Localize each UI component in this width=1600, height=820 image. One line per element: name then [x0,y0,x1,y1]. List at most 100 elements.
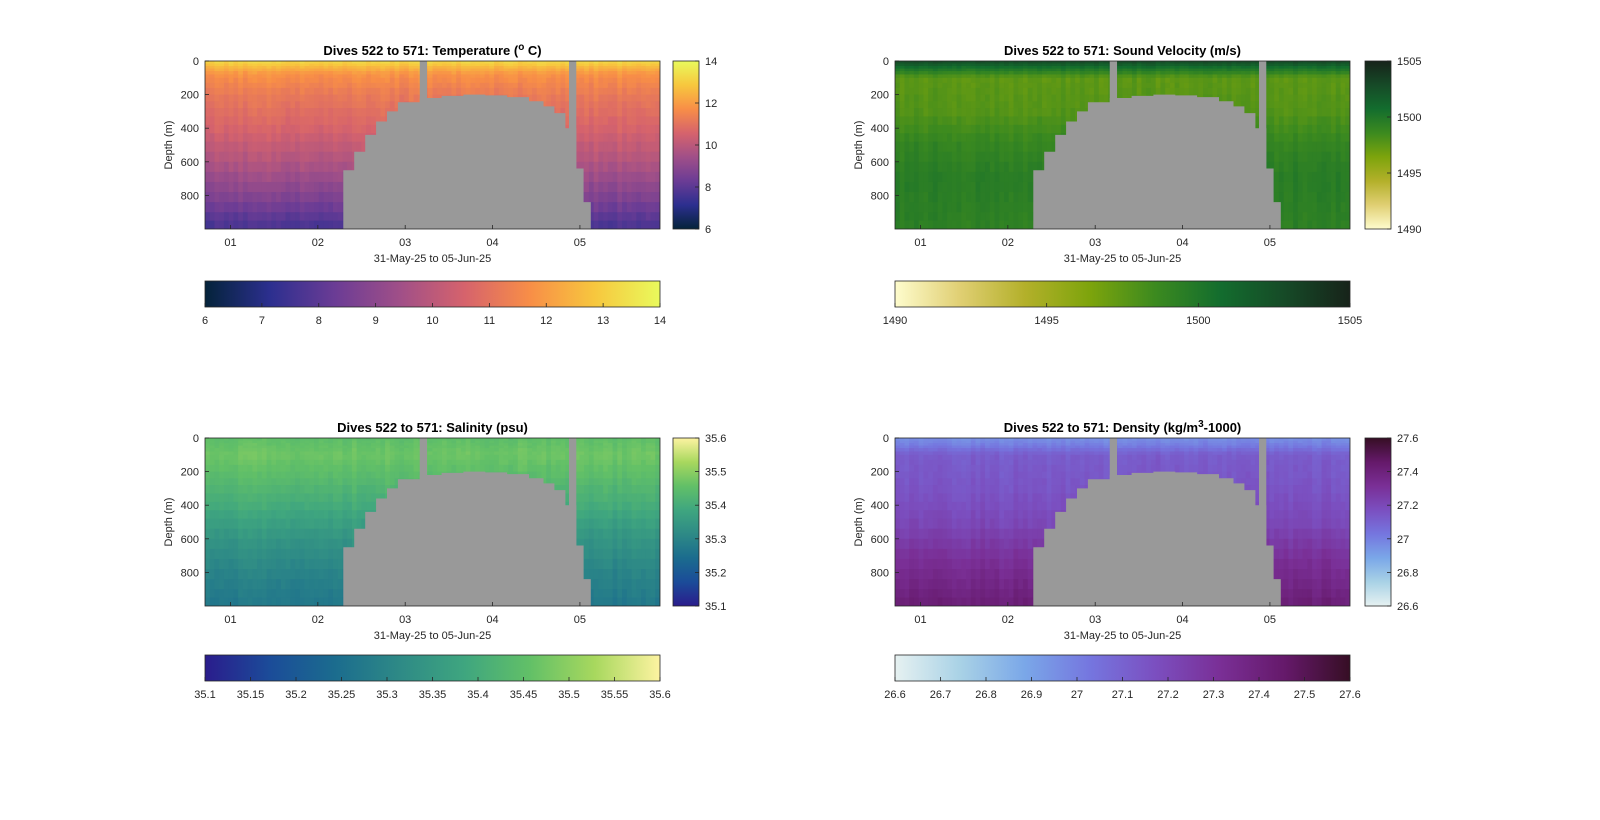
heatmap-cell [238,502,243,511]
heatmap-cell [942,125,947,134]
heatmap-cell [942,162,947,173]
heatmap-cell [338,221,343,230]
heatmap-cell [933,108,938,117]
heatmap-cell [980,162,985,173]
heatmap-cell [271,83,276,89]
heatmap-cell [933,88,938,95]
heatmap-cell [1293,108,1298,117]
heatmap-cell [1184,88,1189,95]
heatmap-cell [309,152,314,163]
heatmap-cell [942,182,947,193]
heatmap-cell [214,162,219,173]
heatmap-cell [990,152,995,163]
heatmap-cell [1317,101,1322,108]
heatmap-cell [995,133,1000,142]
heatmap-cell [556,95,561,102]
heatmap-cell [1288,182,1293,193]
heatmap-cell [338,192,343,203]
heatmap-cell [613,116,618,125]
heatmap-cell [376,95,381,102]
heatmap-cell [1336,221,1341,230]
heatmap-cell [976,101,981,108]
heatmap-cell [286,88,291,95]
heatmap-cell [437,83,442,89]
heatmap-cell [342,125,347,134]
heatmap-cell [651,78,656,84]
heatmap-cell [314,212,319,221]
heatmap-cell [1298,202,1303,213]
heatmap-cell [328,152,333,163]
heatmap-cell [560,83,565,89]
heatmap-cell [1284,95,1289,102]
heatmap-cell [352,101,357,108]
heatmap-cell [971,152,976,163]
heatmap-cell [214,125,219,134]
heatmap-cell [608,162,613,173]
heatmap-cell [233,162,238,173]
heatmap-cell [904,108,909,117]
heatmap-cell [589,192,594,203]
heatmap-cell [1331,108,1336,117]
heatmap-cell [942,221,947,230]
heatmap-cell [909,125,914,134]
heatmap-cell [328,182,333,193]
heatmap-cell [1279,172,1284,183]
heatmap-cell [942,101,947,108]
heatmap-cell [904,125,909,134]
heatmap-cell [252,108,257,117]
heatmap-cell [999,212,1004,221]
heatmap-cell [636,108,641,117]
heatmap-cell [290,95,295,102]
heatmap-cell [985,202,990,213]
heatmap-cell [338,172,343,183]
heatmap-cell [947,108,952,117]
heatmap-cell [224,579,229,590]
heatmap-cell [1123,83,1128,89]
heatmap-cell [904,133,909,142]
heatmap-cell [560,101,565,108]
heatmap-cell [323,133,328,142]
heatmap-cell [622,172,627,183]
heatmap-cell [1298,212,1303,221]
heatmap-cell [252,465,257,472]
heatmap-cell [608,116,613,125]
heatmap-cell [627,108,632,117]
heatmap-cell [651,133,656,142]
heatmap-cell [995,142,1000,153]
heatmap-cell [966,88,971,95]
heatmap-cell [641,152,646,163]
heatmap-cell [608,142,613,153]
heatmap-cell [233,125,238,134]
heatmap-cell [333,133,338,142]
heatmap-cell [904,192,909,203]
heatmap-cell [1331,95,1336,102]
heatmap-cell [1307,182,1312,193]
heatmap-cell [233,78,238,84]
heatmap-cell [933,212,938,221]
heatmap-cell [928,202,933,213]
heatmap-cell [1047,125,1052,134]
heatmap-cell [622,78,627,84]
heatmap-cell [267,133,272,142]
heatmap-cell [646,192,651,203]
heatmap-cell [1279,133,1284,142]
heatmap-cell [1336,142,1341,153]
heatmap-cell [314,202,319,213]
heatmap-cell [1028,202,1033,213]
heatmap-cell [1013,142,1018,153]
heatmap-cell [210,133,215,142]
heatmap-cell [603,172,608,183]
heatmap-cell [1051,88,1056,95]
heatmap-cell [257,478,262,485]
heatmap-cell [603,202,608,213]
heatmap-cell [1089,78,1094,84]
heatmap-cell [938,192,943,203]
heatmap-cell [323,78,328,84]
heatmap-cell [219,529,224,540]
heatmap-cell [933,101,938,108]
heatmap-cell [1042,83,1047,89]
heatmap-cell [219,172,224,183]
heatmap-cell [1032,78,1037,84]
heatmap-cell [1274,108,1279,117]
heatmap-cell [914,182,919,193]
